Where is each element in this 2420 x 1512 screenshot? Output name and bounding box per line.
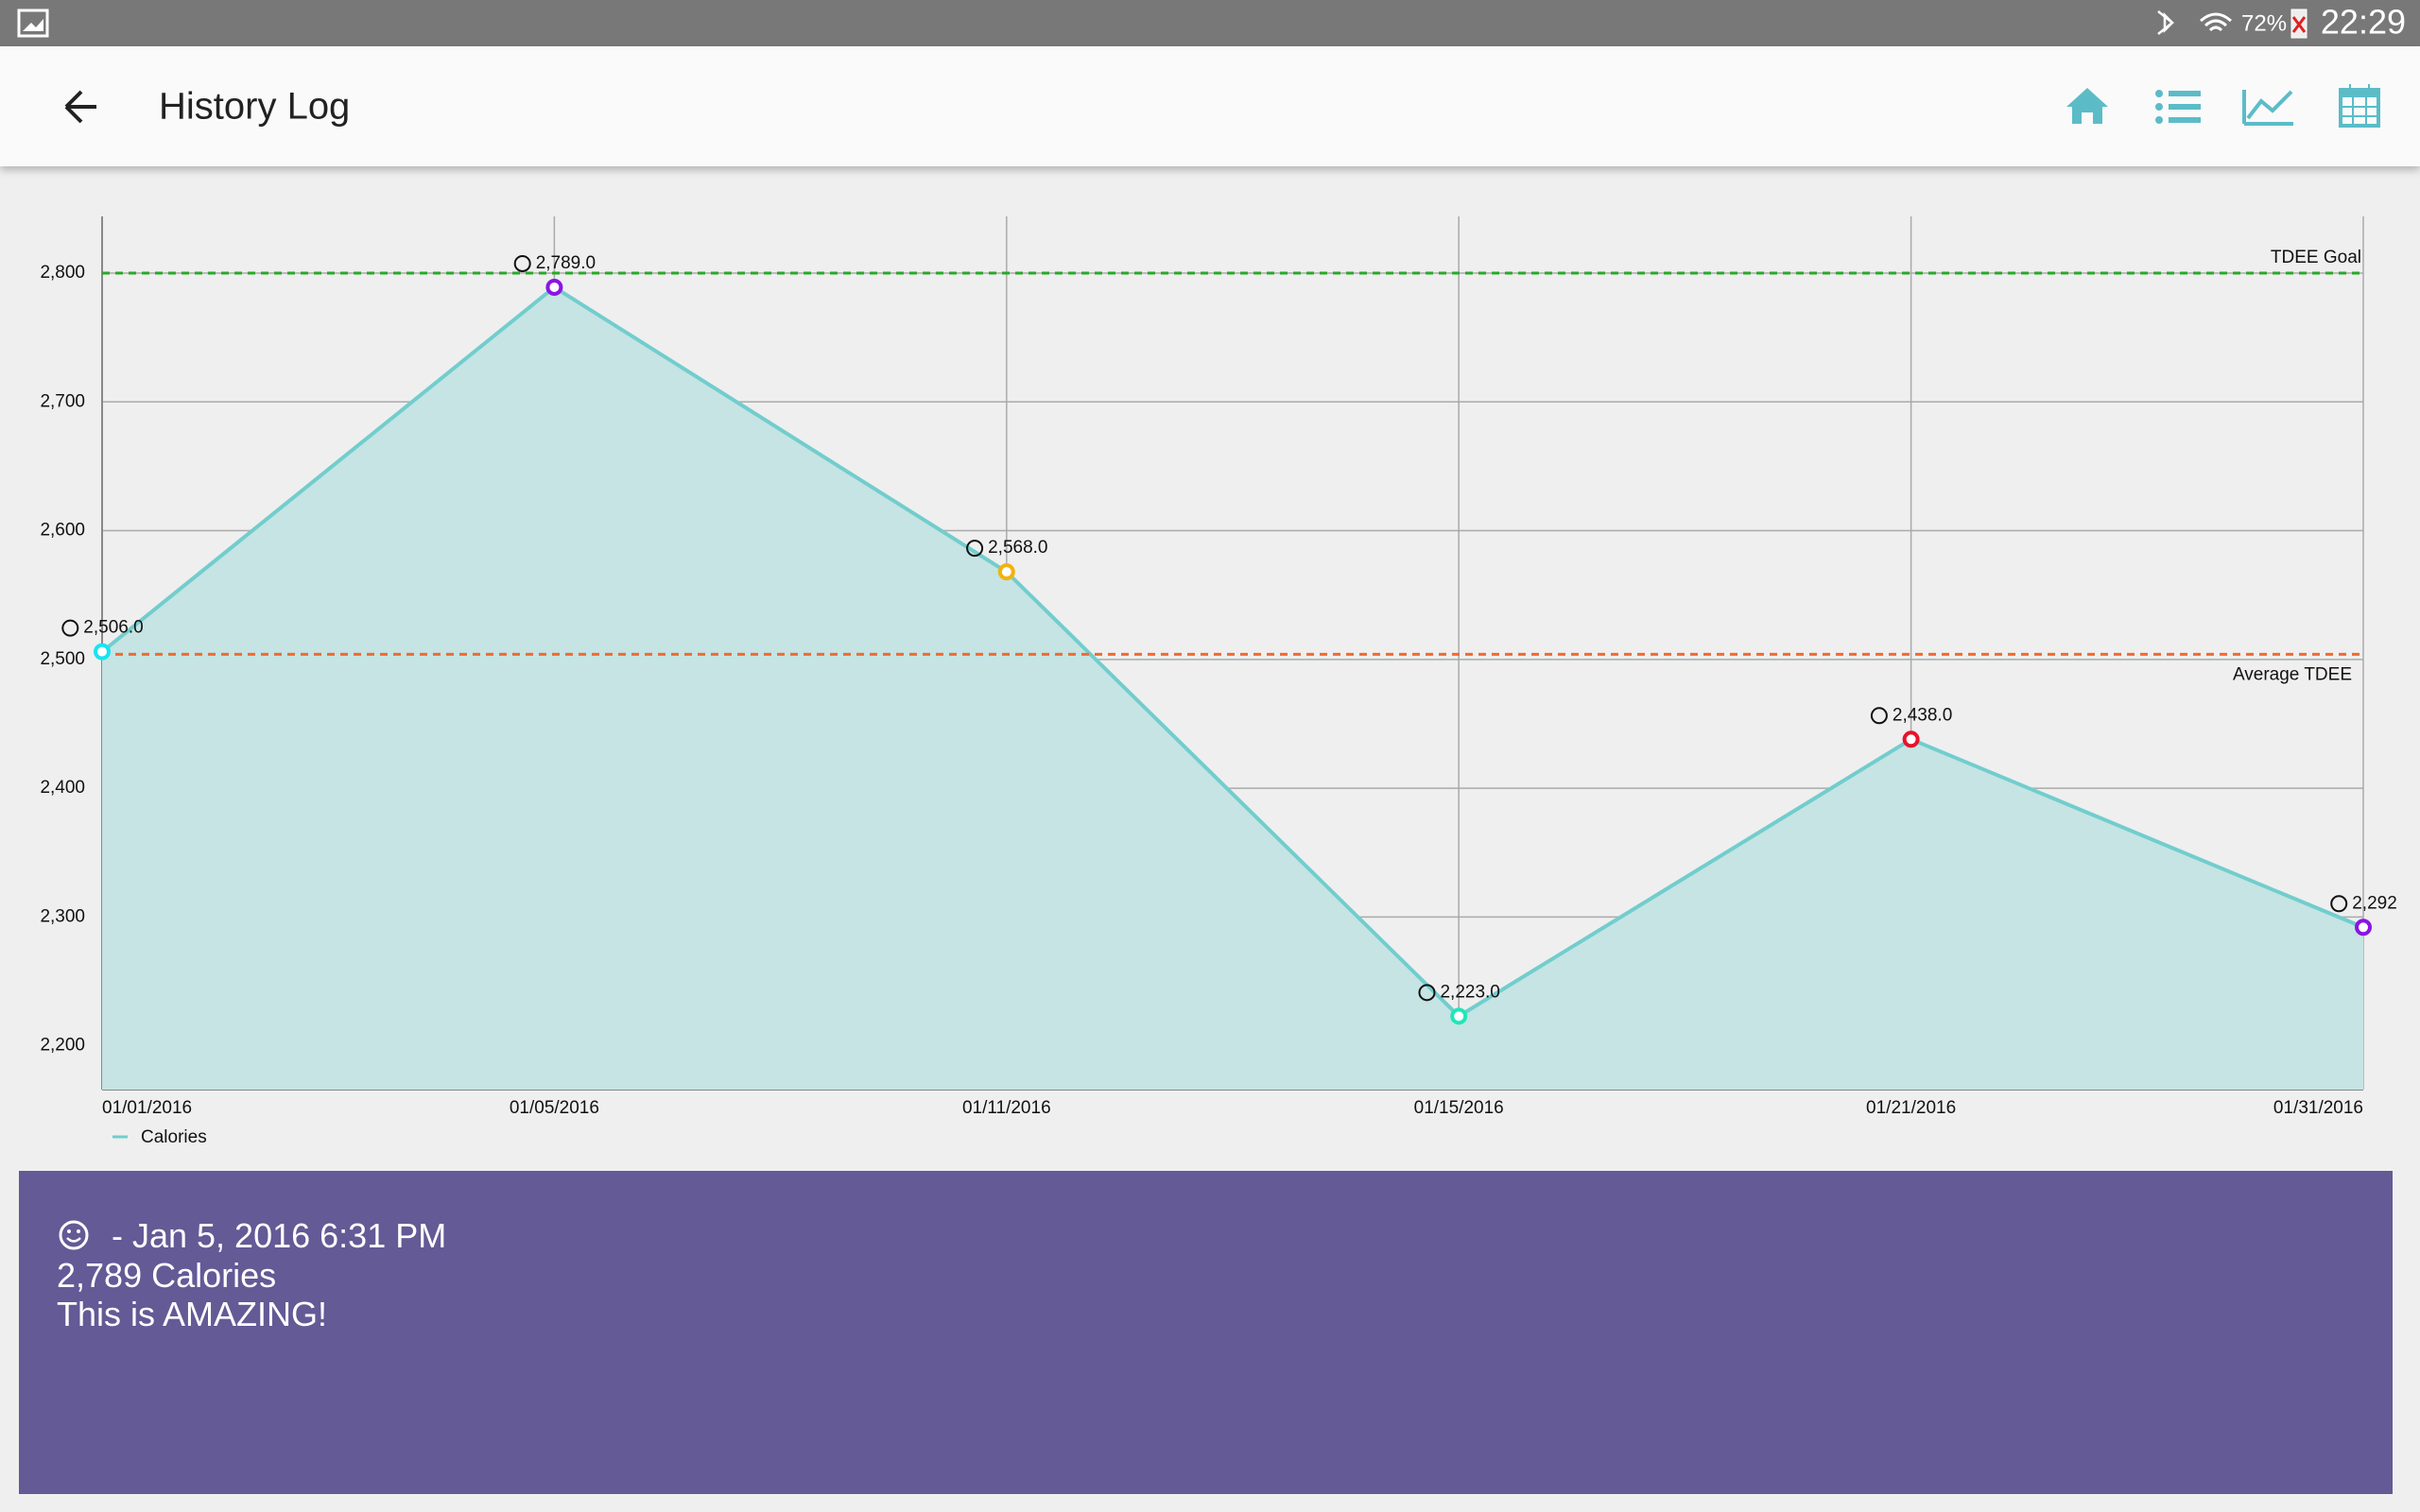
chart: 2,200 2,300 2,400 2,500 2,600 2,700 2,800 01/01…	[40, 216, 2397, 1147]
battery-alert	[2291, 16, 2307, 33]
list-icon[interactable]	[2155, 90, 2201, 124]
reference-label: Average TDEE	[2233, 664, 2352, 684]
legend-label: Calories	[141, 1127, 207, 1147]
battery-percent: 72%	[2241, 10, 2287, 36]
x-tick-label: 01/01/2016	[102, 1098, 192, 1118]
calendar-icon[interactable]	[2339, 84, 2380, 128]
point	[94, 643, 111, 661]
status-bar: 72% 22:29	[0, 0, 2420, 46]
point	[1902, 730, 1920, 748]
bluetooth-icon	[2157, 10, 2174, 35]
detail-note: This is AMAZING!	[57, 1295, 328, 1333]
point	[1450, 1007, 1468, 1025]
y-tick-label: 2,700	[40, 391, 85, 411]
detail-card: - Jan 5, 2016 6:31 PM 2,789 Calories Thi…	[19, 1171, 2393, 1494]
back-button[interactable]	[64, 90, 96, 124]
mood-icon	[513, 254, 531, 272]
mood-icon	[59, 1220, 89, 1250]
mood-icon	[966, 540, 984, 558]
gallery-icon	[17, 9, 49, 38]
y-tick-label: 2,600	[40, 521, 85, 541]
data-label: 2,438.0	[1893, 705, 1952, 725]
app-bar-content: History Log	[64, 84, 2380, 128]
y-tick-label: 2,200	[40, 1036, 85, 1056]
data-label: 2,292	[2352, 893, 2397, 913]
y-tick-label: 2,300	[40, 906, 85, 926]
app-title: History Log	[159, 86, 350, 128]
mood-icon	[61, 619, 79, 637]
detail-calories: 2,789 Calories	[57, 1256, 277, 1295]
x-tick-label: 01/21/2016	[1866, 1098, 1956, 1118]
area	[102, 286, 2363, 1090]
x-tick-label: 01/15/2016	[1414, 1098, 1504, 1118]
data-label: 2,568.0	[988, 538, 1047, 558]
app-bar: History Log	[0, 46, 2420, 166]
reference-label: TDEE Goal	[2271, 248, 2361, 267]
data-label: 2,789.0	[536, 253, 596, 273]
chart-icon[interactable]	[2242, 90, 2293, 126]
x-tick-label: 01/31/2016	[2273, 1098, 2363, 1118]
back-arrow	[64, 90, 96, 124]
mood-icon	[2330, 895, 2348, 913]
point	[2355, 919, 2372, 936]
line	[100, 284, 2364, 1019]
home-icon[interactable]	[2066, 88, 2108, 124]
detail-date: - Jan 5, 2016 6:31 PM	[112, 1216, 447, 1255]
mood-icon	[1870, 707, 1888, 725]
status-icons: 72% 22:29	[17, 3, 2406, 42]
data-label: 2,506.0	[83, 618, 143, 638]
point	[545, 278, 563, 296]
y-tick-label: 2,400	[40, 778, 85, 798]
wifi-icon	[2200, 12, 2232, 32]
x-tick-label: 01/05/2016	[510, 1098, 599, 1118]
clock: 22:29	[2321, 3, 2406, 42]
y-tick-label: 2,800	[40, 263, 85, 283]
point	[997, 563, 1015, 581]
x-tick-label: 01/11/2016	[962, 1098, 1051, 1118]
gallery-glyph	[23, 19, 43, 31]
y-tick-label: 2,500	[40, 649, 85, 669]
data-label: 2,223.0	[1440, 982, 1499, 1002]
mood-icon	[1418, 984, 1436, 1002]
